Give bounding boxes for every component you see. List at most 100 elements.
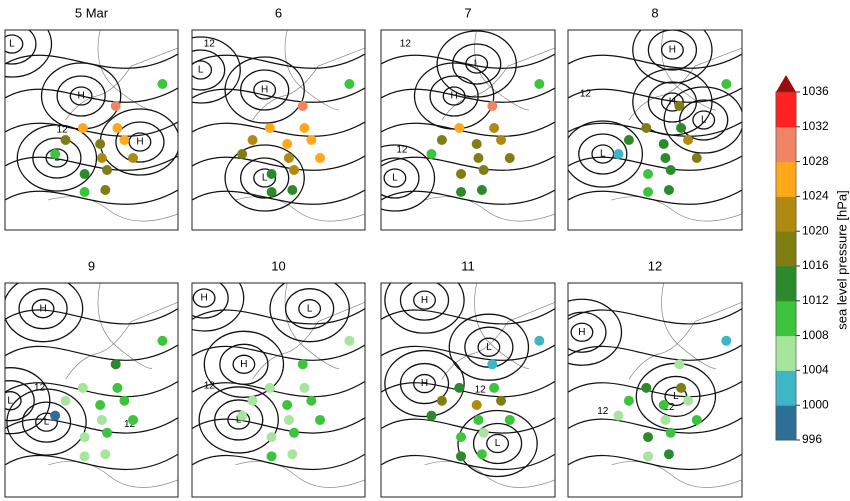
station-dot xyxy=(676,382,687,393)
pressure-label: H xyxy=(240,359,247,370)
isobar xyxy=(568,120,644,188)
station-dot xyxy=(504,153,515,163)
station-dot xyxy=(489,382,500,393)
isobar xyxy=(253,80,277,100)
isobar xyxy=(192,155,365,171)
station-dot xyxy=(643,451,654,462)
pressure-label: H xyxy=(261,85,268,96)
isobar xyxy=(192,283,229,319)
station-dot xyxy=(157,79,168,89)
station-dot xyxy=(691,153,702,163)
station-dot xyxy=(247,395,258,406)
station-dot xyxy=(289,427,300,438)
panel-title: 9 xyxy=(88,258,95,273)
station-dot xyxy=(476,449,487,460)
map-background xyxy=(381,30,555,230)
station-dot xyxy=(102,165,113,175)
station-dot xyxy=(496,135,507,145)
station-dot xyxy=(60,135,71,145)
isobar xyxy=(224,144,305,212)
pressure-label: L xyxy=(236,415,242,426)
isobar xyxy=(21,401,72,443)
station-dot xyxy=(504,414,515,425)
station-dot xyxy=(237,149,248,159)
station-dot xyxy=(641,382,652,393)
isobar xyxy=(660,40,684,60)
isobar xyxy=(660,92,684,112)
isobar xyxy=(115,121,165,163)
station-dot xyxy=(119,395,130,406)
isobar xyxy=(203,330,285,398)
colorbar-band xyxy=(775,195,797,232)
station-dot xyxy=(282,399,293,410)
pressure-label: 12 xyxy=(396,145,408,156)
pressure-label: L xyxy=(474,59,480,70)
isobar xyxy=(381,344,555,361)
isobar xyxy=(192,36,241,104)
station-dot xyxy=(77,123,88,133)
station-dot xyxy=(283,414,294,425)
isobar xyxy=(5,34,24,54)
isobar xyxy=(381,308,555,325)
isobar xyxy=(192,189,365,205)
isobar xyxy=(632,30,713,84)
station-dot xyxy=(79,187,90,197)
isobar xyxy=(472,422,523,465)
panel-title: 6 xyxy=(275,5,282,20)
isobar xyxy=(381,53,555,69)
isobar xyxy=(448,313,530,381)
station-dot xyxy=(102,427,113,438)
map-panel: H L H 12 L xyxy=(568,30,742,230)
isobar xyxy=(647,30,698,71)
isobar xyxy=(568,344,742,361)
panel-title: 5 Mar xyxy=(75,5,109,20)
map-background xyxy=(5,283,178,497)
station-dot xyxy=(266,451,277,462)
pressure-label: 12 xyxy=(34,383,46,394)
station-dot xyxy=(112,123,123,133)
isobar xyxy=(413,290,436,310)
station-dot xyxy=(299,382,310,393)
station-dot xyxy=(721,335,732,346)
station-dot xyxy=(456,432,467,443)
pressure-label: L xyxy=(44,417,50,428)
pressure-label: H xyxy=(39,303,46,314)
station-dot xyxy=(663,449,674,460)
colorbar-tick-label: 1020 xyxy=(802,223,829,237)
panel-frame xyxy=(191,282,366,498)
station-dot xyxy=(641,123,652,133)
station-dot xyxy=(456,187,467,197)
pressure-label: 12 xyxy=(204,39,216,50)
station-dot xyxy=(79,169,90,179)
panel-frame xyxy=(567,29,743,231)
isobar xyxy=(477,337,501,357)
isobar xyxy=(568,53,742,69)
station-dot xyxy=(79,451,90,462)
isobar xyxy=(5,155,178,171)
pressure-label: 12 xyxy=(663,402,675,413)
isobar xyxy=(5,189,178,205)
pressure-label: L xyxy=(262,173,268,184)
station-dot xyxy=(489,123,500,133)
station-dot xyxy=(157,335,168,346)
station-dot xyxy=(344,335,355,346)
isobar xyxy=(383,168,407,188)
isobar xyxy=(436,30,517,98)
colorbar-tick-label: 1004 xyxy=(802,363,829,377)
panel-title: 8 xyxy=(651,5,658,20)
station-dot xyxy=(128,153,139,163)
colorbar-band xyxy=(775,161,797,197)
isobar xyxy=(5,391,22,411)
station-dot xyxy=(266,432,277,443)
isobar xyxy=(457,409,538,478)
station-dot xyxy=(721,79,732,89)
station-dot xyxy=(100,185,111,195)
station-dot xyxy=(299,123,310,133)
panel-frame xyxy=(4,282,179,498)
pressure-label: H xyxy=(421,378,428,389)
station-dot xyxy=(119,135,130,145)
station-dot xyxy=(676,123,687,133)
isobar xyxy=(413,373,436,394)
station-dot xyxy=(110,101,121,111)
station-dot xyxy=(266,169,277,179)
